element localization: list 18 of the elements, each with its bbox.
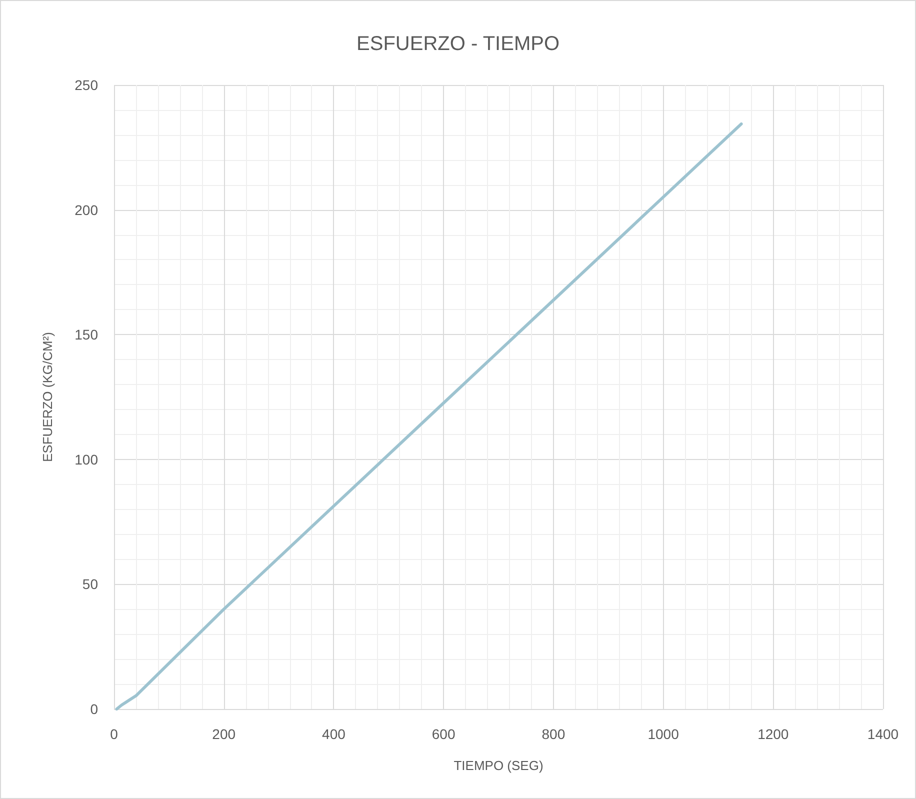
x-tick-label: 1000 — [648, 726, 680, 742]
x-tick-label: 200 — [212, 726, 236, 742]
y-axis-title: ESFUERZO (KG/CM²) — [40, 332, 55, 462]
y-tick-label: 200 — [74, 202, 98, 218]
chart-title: ESFUERZO - TIEMPO — [356, 33, 560, 55]
x-tick-label: 800 — [542, 726, 566, 742]
y-tick-label: 50 — [82, 576, 98, 592]
y-tick-label: 100 — [74, 451, 98, 468]
y-tick-label: 150 — [74, 326, 98, 343]
y-tick-label: 0 — [90, 701, 98, 717]
x-axis-title: TIEMPO (SEG) — [454, 758, 544, 773]
x-tick-label: 0 — [110, 726, 118, 742]
y-tick-label: 250 — [74, 77, 98, 93]
x-tick-label: 600 — [432, 726, 456, 742]
line-series — [115, 122, 743, 710]
x-tick-label: 1200 — [758, 726, 789, 742]
x-tick-label: 1400 — [867, 726, 899, 742]
x-tick-label: 400 — [322, 726, 346, 742]
